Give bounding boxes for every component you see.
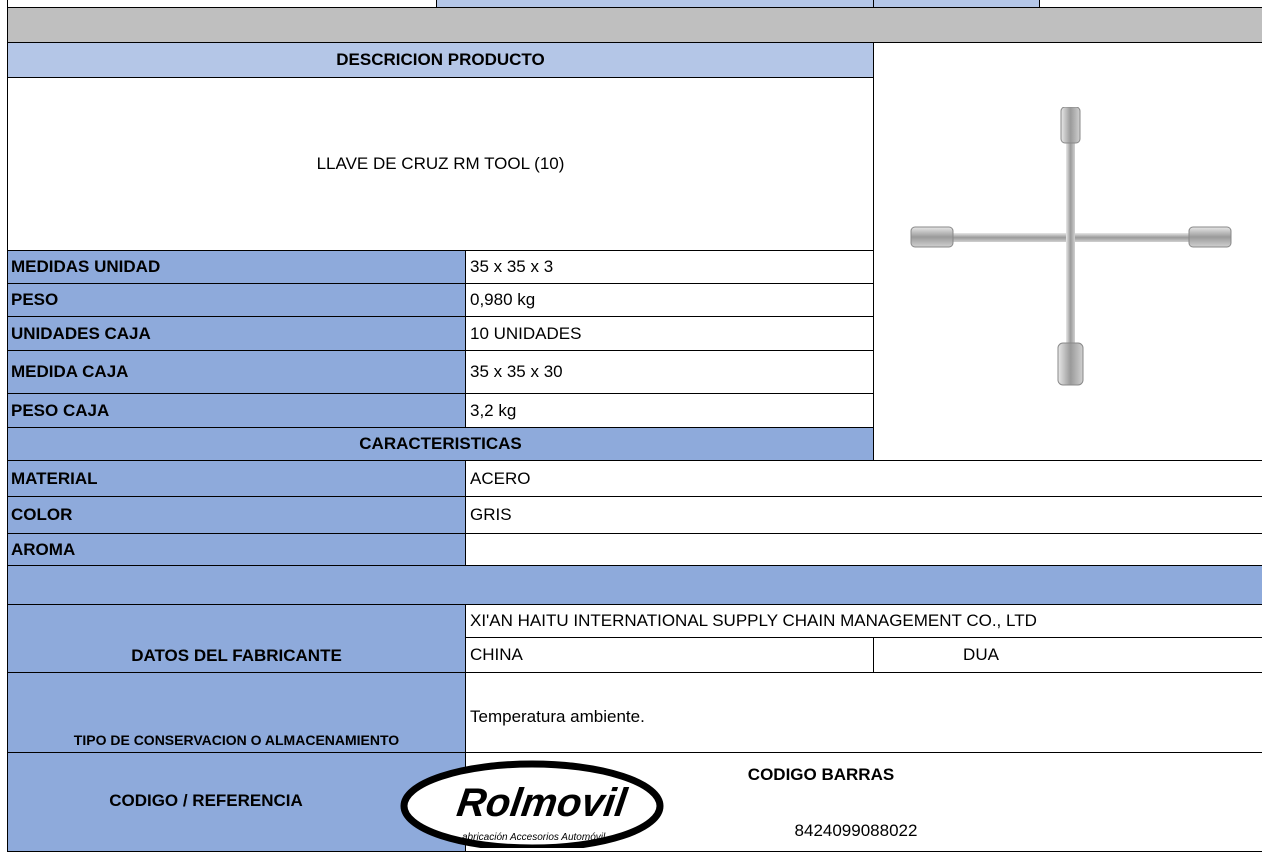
- spec-value: 10 UNIDADES: [465, 316, 874, 351]
- code-label: CODIGO / REFERENCIA: [109, 791, 303, 810]
- characteristic-label: AROMA: [7, 533, 466, 567]
- characteristic-value: ACERO: [465, 460, 1262, 497]
- barcode-title: CODIGO BARRAS: [747, 765, 895, 784]
- spec-value: 35 x 35 x 3: [465, 250, 874, 284]
- manufacturer-label: DATOS DEL FABRICANTE: [7, 604, 466, 673]
- storage-label: TIPO DE CONSERVACION O ALMACENAMIENTO: [7, 672, 466, 753]
- logo: Rolmovil abricación Accesorios Automóvil: [400, 760, 664, 848]
- wrench-image: [910, 106, 1232, 385]
- spec-label: PESO: [7, 283, 466, 317]
- spec-value: 35 x 35 x 30: [465, 350, 874, 394]
- spec-label: MEDIDA CAJA: [7, 350, 466, 394]
- spec-label: PESO CAJA: [7, 393, 466, 429]
- storage-value: Temperatura ambiente.: [465, 672, 1262, 753]
- gray-band: [7, 7, 1262, 43]
- dua: DUA: [873, 637, 1262, 673]
- characteristic-value: GRIS: [465, 496, 1262, 534]
- spec-value: 0,980 kg: [465, 283, 874, 317]
- section-title: DESCRICION PRODUCTO: [7, 42, 874, 78]
- spec-label: MEDIDAS UNIDAD: [7, 250, 466, 284]
- logo-tagline: abricación Accesorios Automóvil: [462, 832, 606, 843]
- spec-value: 3,2 kg: [465, 393, 874, 429]
- product-image: [873, 42, 1262, 461]
- code-label-cell: CODIGO / REFERENCIA: [7, 752, 466, 852]
- characteristics-title: CARACTERISTICAS: [7, 427, 874, 461]
- blue-band: [7, 565, 1262, 605]
- product-name: LLAVE DE CRUZ RM TOOL (10): [7, 77, 874, 251]
- characteristic-label: COLOR: [7, 496, 466, 534]
- barcode: 8424099088022: [794, 821, 918, 840]
- manufacturer-country: CHINA: [465, 637, 874, 673]
- spec-label: UNIDADES CAJA: [7, 316, 466, 351]
- characteristic-value: [465, 533, 1262, 567]
- characteristic-label: MATERIAL: [7, 460, 466, 497]
- logo-brand: Rolmovil: [454, 780, 630, 825]
- manufacturer-name: XI'AN HAITU INTERNATIONAL SUPPLY CHAIN M…: [465, 604, 1262, 638]
